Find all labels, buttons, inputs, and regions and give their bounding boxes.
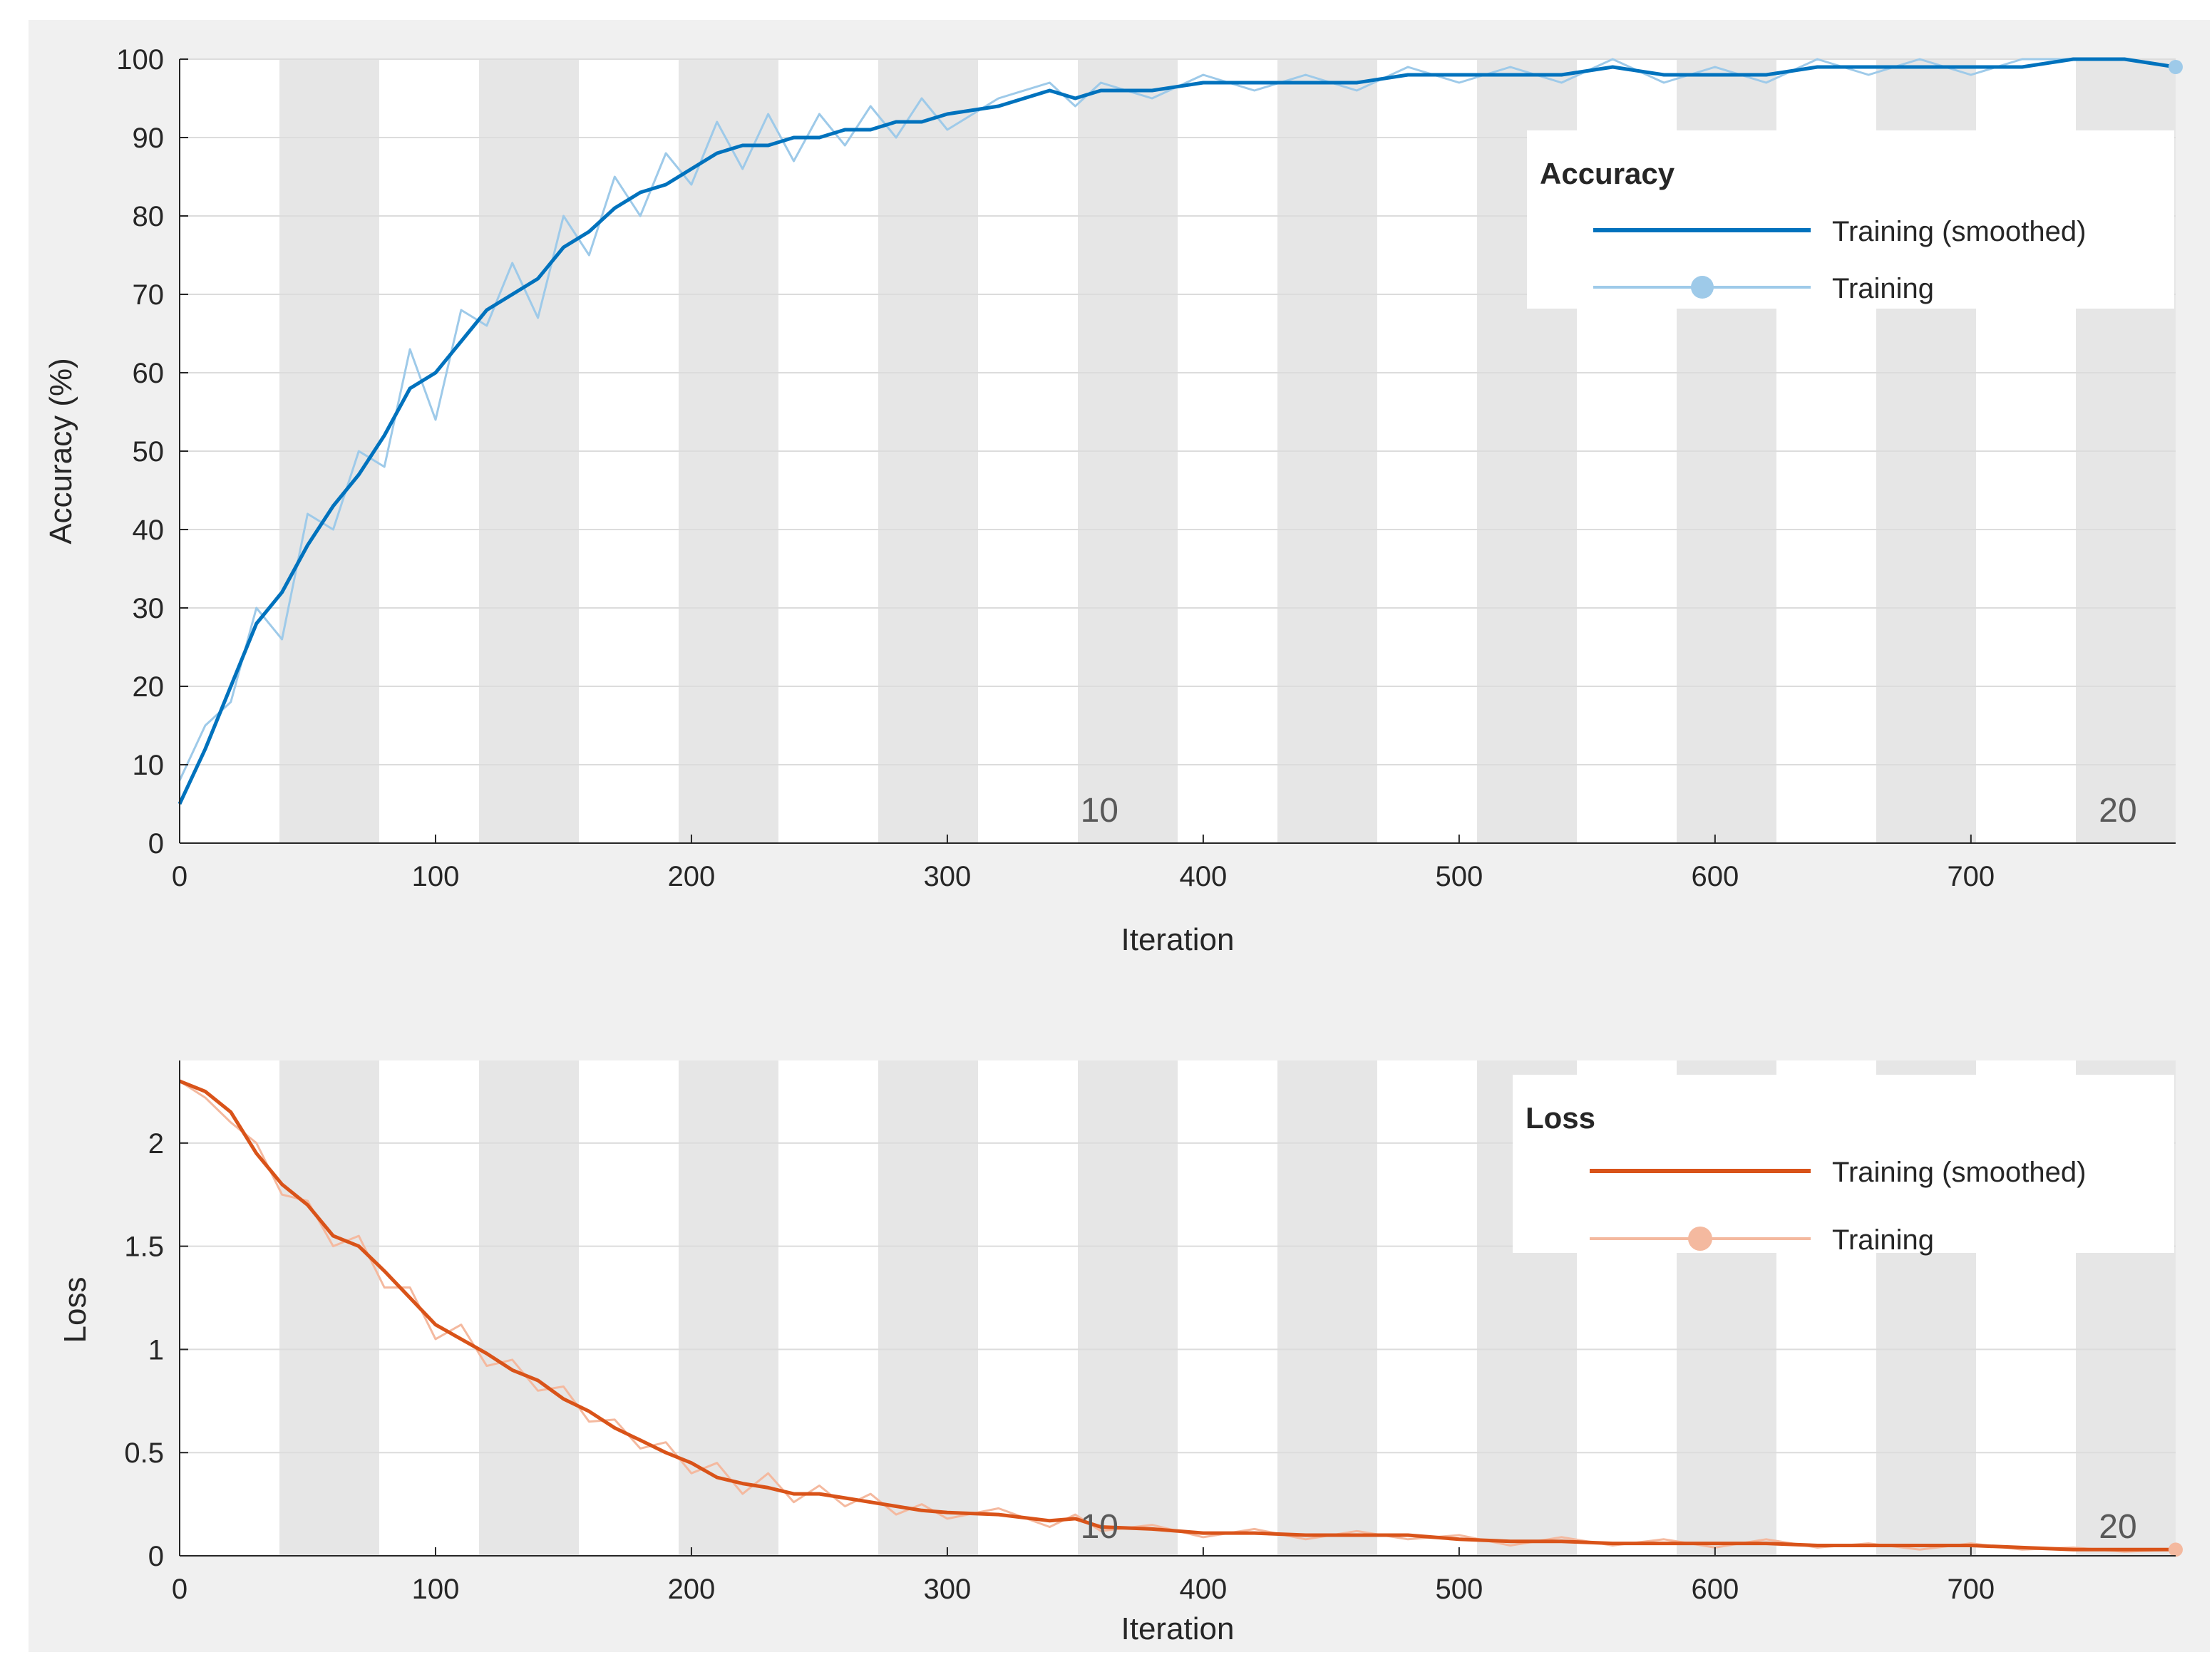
acc-x-tick-label: 0 — [172, 861, 187, 892]
accuracy-legend-smoothed-label: Training (smoothed) — [1832, 216, 2086, 247]
accuracy-epoch-labels: 10 20 — [1081, 792, 2137, 830]
loss-x-tick-label: 200 — [668, 1574, 716, 1605]
loss-x-tick-label: 300 — [924, 1574, 972, 1605]
loss-y-tick-label: 2 — [148, 1128, 164, 1160]
acc-smoothed-line — [178, 57, 2176, 805]
loss-series — [179, 1079, 2183, 1557]
loss-legend-raw-marker — [1688, 1227, 1712, 1251]
accuracy-plot: 10 20 0 100 200 300 400 500 600 700 0 10 20 30 40 50 6… — [43, 44, 2183, 957]
training-progress-charts: 10 20 0 100 200 300 400 500 600 700 010203040506… — [43, 44, 2183, 1646]
acc-x-tick-label: 100 — [412, 861, 460, 892]
loss-legend-title: Loss — [1526, 1101, 1595, 1135]
accuracy-x-ticks: 0 100 200 300 400 500 600 700 — [172, 835, 1995, 892]
loss-epoch-band — [1078, 1060, 1178, 1556]
loss-y-tick-label: 1.5 — [124, 1232, 164, 1263]
acc-epoch-label: 10 — [1081, 792, 1118, 830]
accuracy-y-axis-label: Accuracy (%) — [43, 358, 78, 544]
loss-epoch-band — [479, 1060, 579, 1556]
accuracy-y-ticks: 0 10 20 30 40 50 60 70 80 90 100 — [116, 44, 188, 860]
loss-epoch-band — [1277, 1060, 1377, 1556]
loss-raw-final-marker — [2169, 1542, 2183, 1557]
accuracy-legend: Accuracy Training (smoothed) Training — [1527, 130, 2174, 309]
loss-legend-raw-label: Training — [1832, 1224, 1934, 1256]
loss-epoch-label: 10 — [1081, 1508, 1118, 1546]
acc-y-tick-label: 20 — [133, 671, 165, 703]
acc-y-tick-label: 100 — [116, 44, 164, 76]
loss-legend: Loss Training (smoothed) Training — [1513, 1075, 2174, 1256]
acc-x-tick-label: 700 — [1947, 861, 1995, 892]
acc-x-tick-label: 400 — [1180, 861, 1228, 892]
loss-x-tick-label: 100 — [412, 1574, 460, 1605]
acc-y-tick-label: 90 — [133, 123, 165, 154]
accuracy-legend-box — [1527, 130, 2174, 309]
loss-y-axis-label: Loss — [58, 1277, 93, 1343]
acc-y-tick-label: 60 — [133, 358, 165, 389]
acc-epoch-label: 20 — [2099, 792, 2136, 830]
acc-y-tick-label: 40 — [133, 515, 165, 546]
loss-smoothed-line — [179, 1079, 2176, 1552]
acc-x-tick-label: 500 — [1435, 861, 1483, 892]
loss-x-tick-label: 600 — [1691, 1574, 1739, 1605]
acc-y-tick-label: 70 — [133, 279, 165, 311]
loss-epoch-band — [878, 1060, 978, 1556]
loss-epoch-labels: 10 20 — [1081, 1508, 2137, 1546]
loss-y-tick-label: 0.5 — [124, 1438, 164, 1469]
acc-y-tick-label: 30 — [133, 593, 165, 624]
loss-plot: 10 20 0 100 200 300 400 500 600 700 0 0.5 1 1.5 2 It… — [58, 1060, 2183, 1646]
loss-y-tick-label: 0 — [148, 1541, 164, 1572]
loss-y-tick-label: 1 — [148, 1334, 164, 1366]
loss-epoch-label: 20 — [2099, 1508, 2136, 1546]
loss-x-tick-label: 400 — [1180, 1574, 1228, 1605]
accuracy-series — [178, 57, 2183, 805]
acc-x-tick-label: 200 — [668, 861, 716, 892]
accuracy-legend-raw-marker — [1691, 276, 1714, 299]
loss-x-tick-label: 500 — [1435, 1574, 1483, 1605]
loss-epoch-band — [279, 1060, 379, 1556]
loss-y-ticks: 0 0.5 1 1.5 2 — [124, 1128, 188, 1572]
accuracy-x-axis-label: Iteration — [1121, 922, 1235, 957]
acc-x-tick-label: 600 — [1691, 861, 1739, 892]
acc-x-tick-label: 300 — [924, 861, 972, 892]
loss-x-tick-label: 0 — [172, 1574, 187, 1605]
loss-x-tick-label: 700 — [1947, 1574, 1995, 1605]
training-progress-panel: 10 20 0 100 200 300 400 500 600 700 0 10 20 30 40 50 6… — [29, 20, 2210, 1652]
accuracy-legend-title: Accuracy — [1540, 157, 1675, 190]
loss-legend-box — [1513, 1075, 2174, 1253]
acc-y-tick-label: 0 — [148, 828, 164, 860]
acc-raw-final-marker — [2169, 60, 2183, 74]
acc-y-tick-label: 80 — [133, 201, 165, 232]
acc-raw-line — [178, 58, 2176, 781]
acc-y-tick-label: 50 — [133, 436, 165, 468]
acc-y-tick-label: 10 — [133, 750, 165, 781]
loss-legend-smoothed-label: Training (smoothed) — [1832, 1157, 2086, 1188]
loss-x-axis-label: Iteration — [1121, 1611, 1235, 1646]
accuracy-legend-raw-label: Training — [1832, 273, 1934, 304]
loss-x-ticks: 0 100 200 300 400 500 600 700 — [172, 1547, 1995, 1605]
